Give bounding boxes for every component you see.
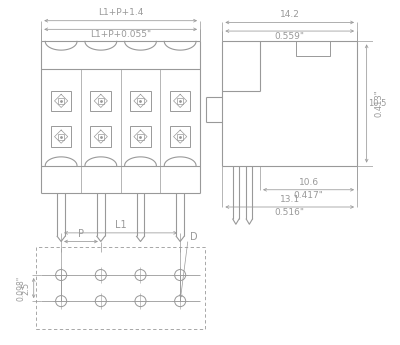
Bar — [137, 134, 144, 140]
Text: 10.6: 10.6 — [298, 178, 318, 187]
Bar — [177, 134, 183, 140]
Bar — [51, 126, 72, 147]
Text: 0.413": 0.413" — [374, 90, 384, 117]
Bar — [130, 126, 151, 147]
Text: P: P — [78, 229, 84, 239]
Text: 13.1: 13.1 — [280, 195, 300, 204]
Bar — [170, 90, 190, 111]
Bar — [296, 41, 330, 56]
Text: 2.5: 2.5 — [21, 282, 30, 295]
Text: D: D — [190, 233, 198, 242]
Text: 0.559": 0.559" — [275, 32, 305, 41]
Bar — [137, 98, 144, 104]
Text: 0.098": 0.098" — [16, 275, 26, 301]
Text: L1: L1 — [115, 220, 126, 230]
Text: 14.2: 14.2 — [280, 10, 300, 19]
Bar — [177, 98, 183, 104]
Text: 0.417": 0.417" — [294, 191, 324, 200]
Bar — [90, 126, 111, 147]
Text: L1+P+0.055": L1+P+0.055" — [90, 30, 151, 39]
Bar — [36, 247, 205, 329]
Text: 0.516": 0.516" — [275, 208, 305, 217]
Bar — [58, 134, 64, 140]
Bar — [98, 134, 104, 140]
Bar — [90, 90, 111, 111]
Bar — [98, 98, 104, 104]
Bar — [58, 98, 64, 104]
Bar — [130, 90, 151, 111]
Text: L1+P+1.4: L1+P+1.4 — [98, 8, 143, 17]
Text: 10.5: 10.5 — [368, 99, 387, 108]
Bar — [170, 126, 190, 147]
Bar — [51, 90, 72, 111]
